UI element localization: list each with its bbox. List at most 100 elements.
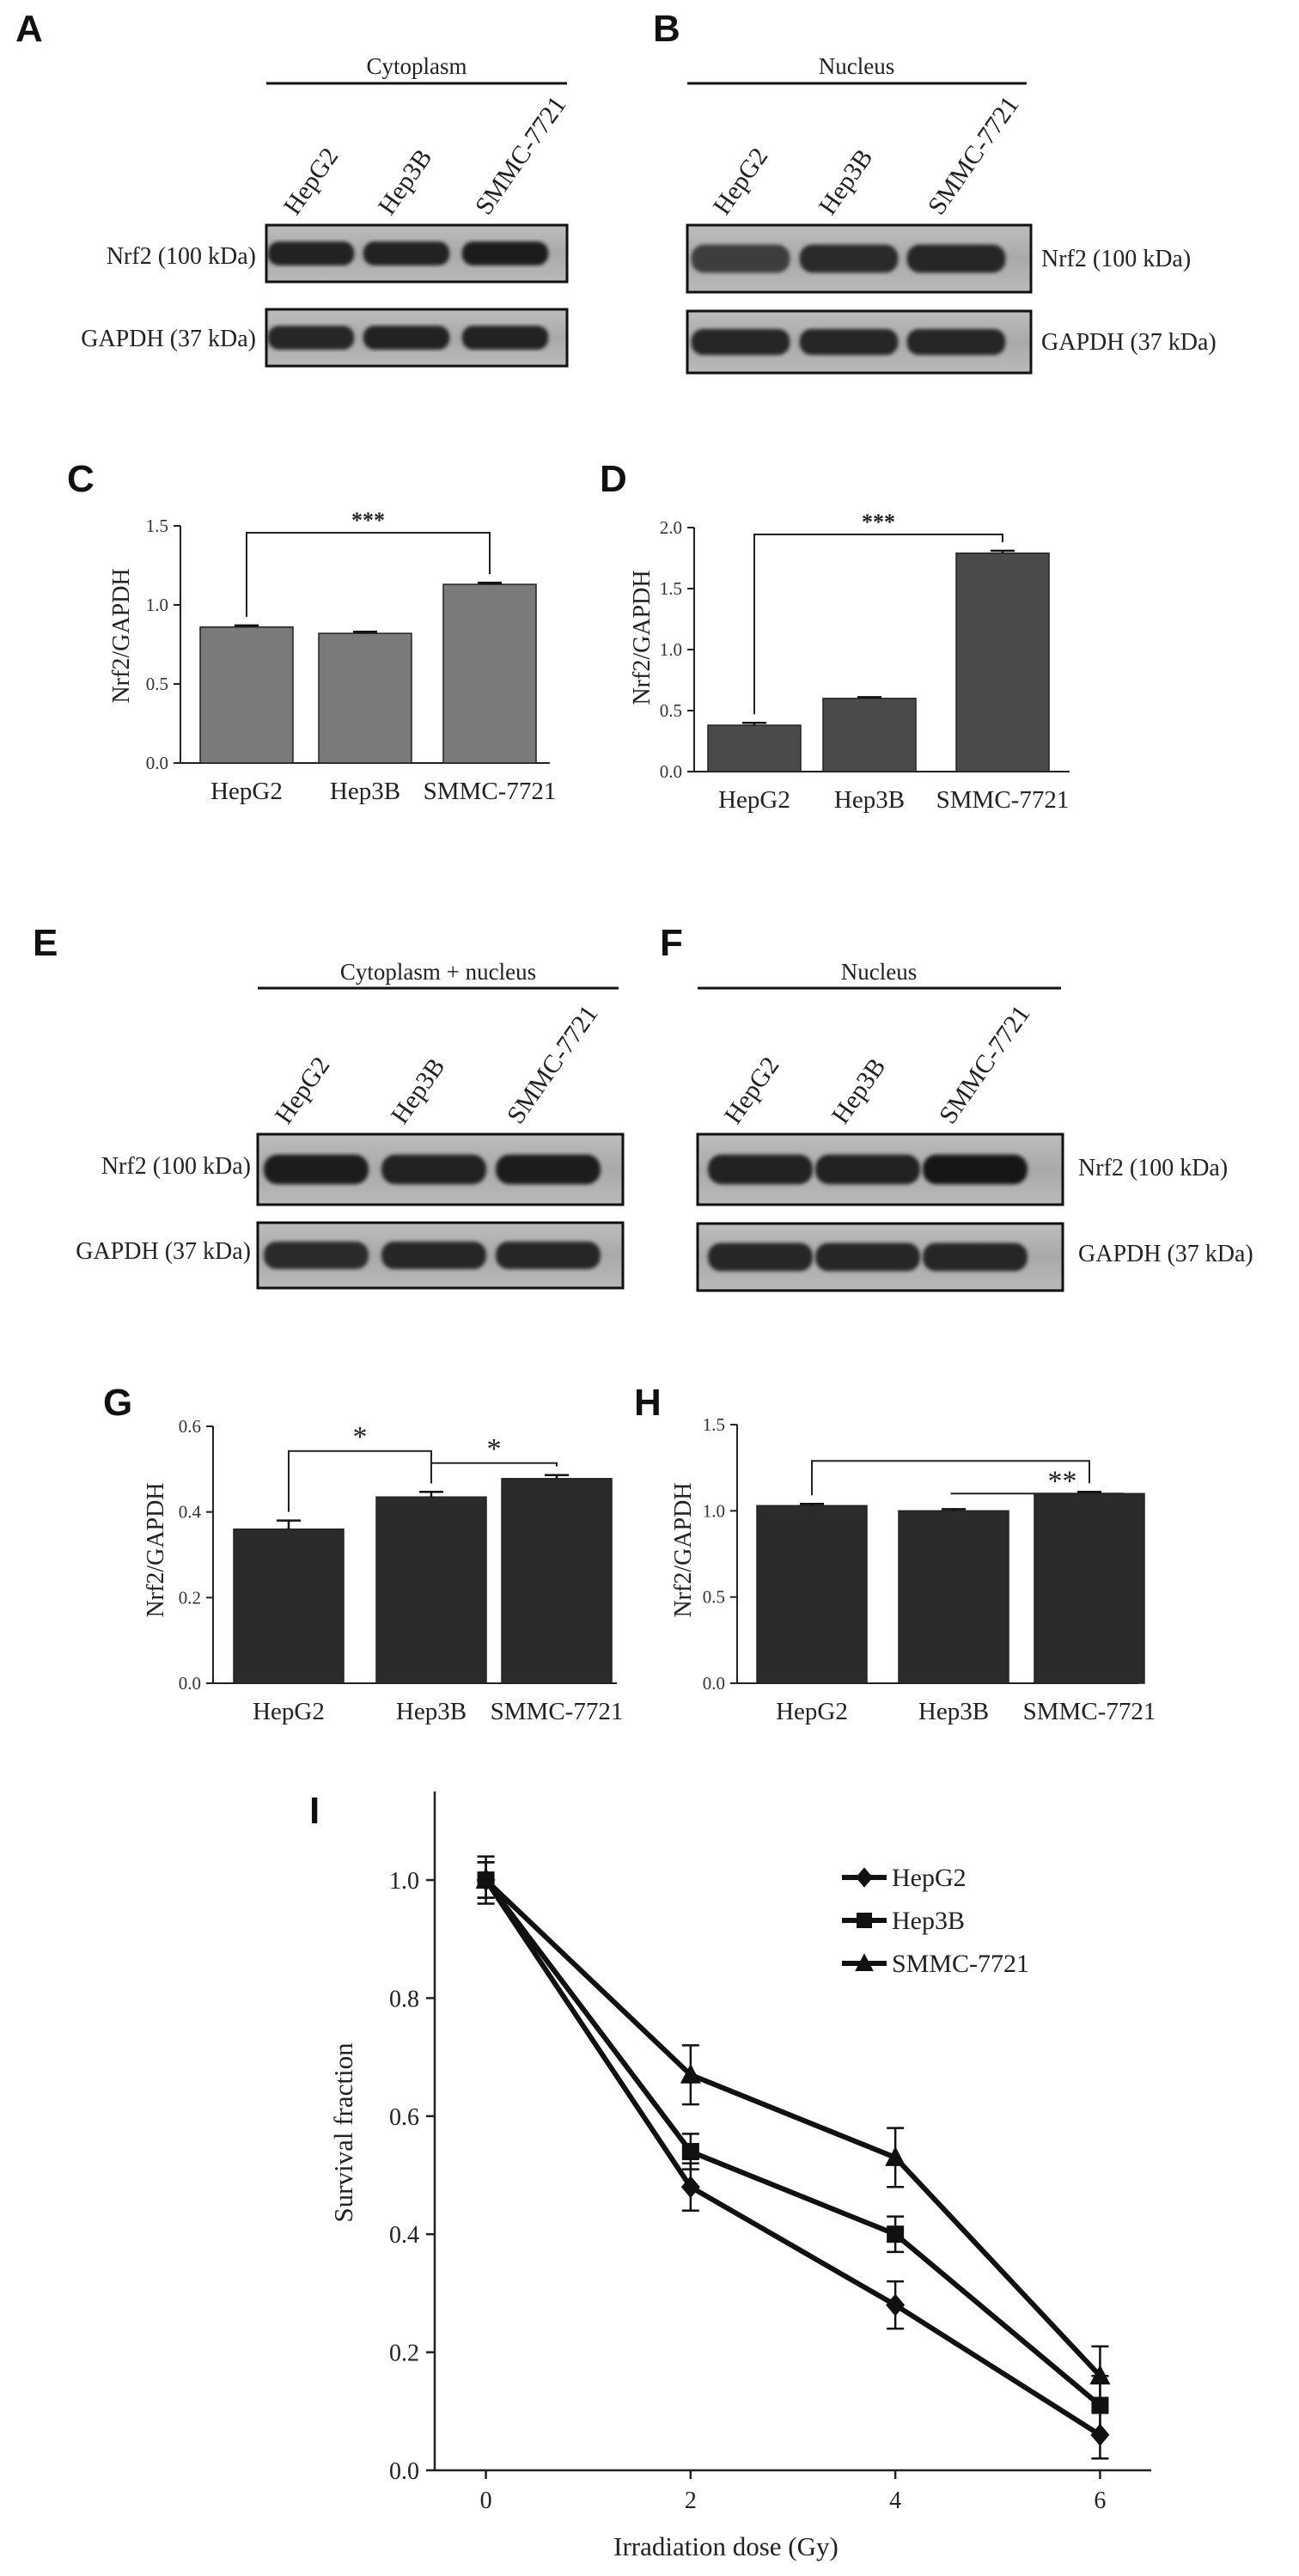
- bar-c-3: [442, 583, 537, 764]
- panel-letter-c: C: [67, 458, 95, 500]
- bar-d-2: [822, 698, 917, 772]
- panel-a: A Cytoplasm HepG2 Hep3B SMMC-7721 Nrf2 (…: [15, 8, 572, 368]
- data-point-hep3b-2: [681, 2143, 699, 2161]
- legend-label-hep3b: Hep3B: [892, 1907, 965, 1935]
- bar-h-2: [898, 1510, 1009, 1684]
- y-axis-label-i: Survival fraction: [328, 2042, 358, 2223]
- y-tick-label-g-4: 0.6: [179, 1416, 201, 1437]
- x-tick-label-d-2: Hep3B: [834, 786, 905, 814]
- lane-label-e-1: HepG2: [270, 1052, 336, 1129]
- panel-e: E Cytoplasm + nucleus HepG2 Hep3B SMMC-7…: [33, 922, 625, 1290]
- y-tick-label-h-1: 0.0: [703, 1673, 725, 1694]
- x-tick-label-g-3: SMMC-7721: [491, 1698, 624, 1725]
- legend-label-smmc-7721: SMMC-7721: [892, 1950, 1029, 1978]
- y-tick-label-c-4: 1.5: [146, 516, 168, 536]
- panel-i: I Survival fraction Irradiation dose (Gy…: [309, 1790, 1151, 2561]
- data-point-smmc-7721-1: [475, 1869, 497, 1889]
- marker-label-b-gapdh: GAPDH (37 kDa): [1041, 329, 1217, 356]
- x-tick-label-c-3: SMMC-7721: [424, 778, 557, 805]
- series-line-hepg2: [484, 1878, 1102, 2438]
- y-tick-label-g-3: 0.4: [179, 1502, 202, 1523]
- panel-letter-b: B: [653, 8, 680, 50]
- lane-label-b-2: Hep3B: [814, 143, 879, 220]
- y-tick-label-d-4: 1.5: [660, 578, 682, 599]
- lane-label-f-1: HepG2: [719, 1052, 785, 1129]
- line-chart-i: 0.0 0.2 0.4 0.6 0.8 1.0 0 2 4 6 HepG2 Hep3B SMMC-772…: [389, 1792, 1151, 2514]
- legend-marker-hep3b: [857, 1913, 872, 1928]
- y-tick-label-h-2: 0.5: [703, 1587, 725, 1608]
- blot-image-e: [256, 1132, 625, 1290]
- significance-bracket-c-1: [246, 532, 491, 617]
- blot-band-a-1-3: [461, 241, 549, 266]
- lane-label-e-2: Hep3B: [386, 1053, 451, 1129]
- x-tick-label-i-2: 2: [685, 2487, 697, 2514]
- bar-g-2: [375, 1496, 487, 1684]
- bar-chart-d: 0.0 0.5 1.0 1.5 2.0 HepG2 Hep3B SMMC-7721 ***: [660, 510, 1070, 814]
- y-tick-label-d-1: 0.0: [660, 761, 682, 782]
- x-tick-label-i-4: 6: [1094, 2487, 1106, 2514]
- blot-band-a-2-3: [461, 326, 549, 350]
- bar-d-3: [955, 552, 1050, 772]
- blot-band-b-1-1: [691, 244, 790, 273]
- blot-band-f-2-1: [708, 1242, 813, 1272]
- y-tick-label-i-6: 1.0: [389, 1868, 419, 1895]
- bar-g-3: [501, 1478, 613, 1684]
- x-tick-label-g-1: HepG2: [253, 1698, 325, 1725]
- panel-letter-a: A: [15, 8, 43, 50]
- panel-letter-h: H: [634, 1382, 662, 1424]
- y-axis-label-g: Nrf2/GAPDH: [143, 1482, 169, 1617]
- blot-band-f-2-2: [815, 1242, 920, 1272]
- x-tick-label-c-2: Hep3B: [330, 778, 400, 805]
- lane-label-a-1: HepG2: [278, 143, 345, 220]
- blot-band-a-2-1: [267, 326, 355, 350]
- y-tick-label-c-1: 0.0: [146, 753, 168, 773]
- y-tick-label-c-2: 0.5: [146, 674, 168, 694]
- series-line-hep3b: [484, 1878, 1102, 2408]
- y-tick-label-d-3: 1.0: [660, 639, 682, 660]
- blot-band-b-2-2: [799, 328, 899, 356]
- y-tick-label-i-1: 0.0: [389, 2458, 419, 2485]
- panel-f: F Nucleus HepG2 Hep3B SMMC-7721 Nrf2 (10…: [660, 922, 1253, 1292]
- y-tick-label-i-3: 0.4: [389, 2222, 419, 2249]
- marker-label-f-gapdh: GAPDH (37 kDa): [1078, 1241, 1253, 1267]
- lane-label-f-2: Hep3B: [826, 1053, 892, 1129]
- x-tick-label-d-1: HepG2: [718, 786, 790, 814]
- series-line-smmc-7721: [484, 1877, 1102, 2378]
- x-tick-label-h-3: SMMC-7721: [1023, 1698, 1156, 1725]
- x-tick-label-h-2: Hep3B: [918, 1698, 989, 1725]
- marker-label-e-nrf2: Nrf2 (100 kDa): [101, 1153, 251, 1180]
- bar-g-1: [233, 1528, 345, 1684]
- marker-label-a-nrf2: Nrf2 (100 kDa): [107, 243, 256, 270]
- y-tick-label-i-2: 0.2: [389, 2341, 419, 2367]
- panel-letter-g: G: [103, 1382, 132, 1424]
- blot-band-a-1-1: [267, 241, 355, 266]
- y-axis-label-d: Nrf2/GAPDH: [629, 570, 656, 705]
- blot-band-f-1-3: [923, 1154, 1028, 1185]
- significance-bracket-h-1: [811, 1460, 1090, 1496]
- x-tick-label-i-1: 0: [480, 2487, 492, 2514]
- marker-label-f-nrf2: Nrf2 (100 kDa): [1078, 1155, 1228, 1181]
- y-tick-label-i-4: 0.6: [389, 2104, 419, 2131]
- lane-label-f-3: SMMC-7721: [934, 1000, 1036, 1129]
- y-tick-label-g-1: 0.0: [179, 1673, 201, 1694]
- data-point-smmc-7721-3: [885, 2146, 906, 2166]
- data-point-hepg2-3: [886, 2293, 906, 2317]
- x-tick-label-h-1: HepG2: [776, 1698, 848, 1725]
- significance-label-h-1: **: [1048, 1465, 1077, 1497]
- blot-band-e-1-2: [381, 1154, 486, 1185]
- y-axis-label-c: Nrf2/GAPDH: [108, 568, 135, 703]
- x-tick-label-c-1: HepG2: [210, 778, 283, 805]
- blot-band-f-1-1: [708, 1154, 813, 1185]
- significance-bracket-d-1: [753, 534, 1003, 715]
- x-tick-label-g-2: Hep3B: [396, 1698, 467, 1725]
- bar-c-2: [318, 632, 412, 764]
- y-tick-label-d-5: 2.0: [660, 517, 682, 538]
- blot-band-e-1-1: [264, 1154, 369, 1185]
- blot-band-f-2-3: [923, 1242, 1028, 1272]
- blot-band-a-2-2: [363, 326, 450, 350]
- legend-label-hepg2: HepG2: [892, 1864, 967, 1892]
- significance-label-c-1: ***: [351, 508, 385, 533]
- blot-image-f: [696, 1132, 1064, 1292]
- blot-image-b: [686, 223, 1033, 375]
